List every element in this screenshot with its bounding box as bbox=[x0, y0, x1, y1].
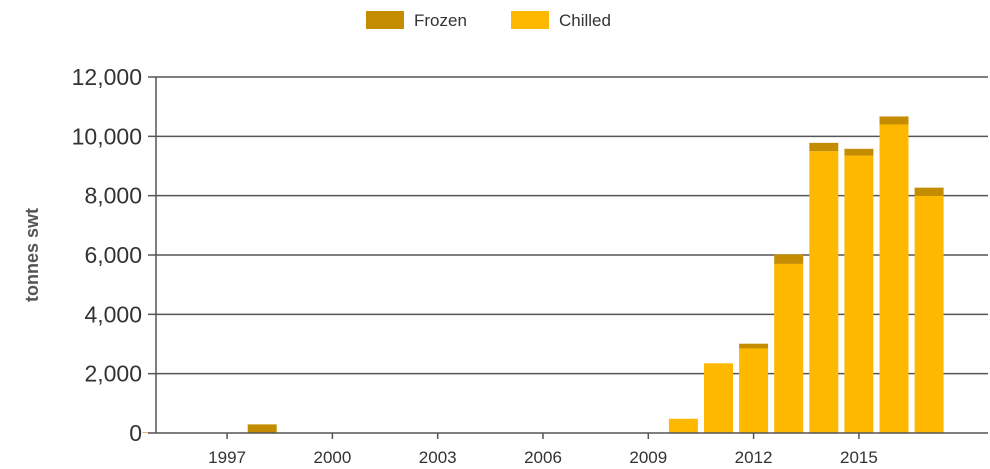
bar-chilled-2014 bbox=[809, 151, 839, 433]
bar-chilled-2011 bbox=[704, 363, 733, 433]
x-tick-label: 2006 bbox=[524, 448, 562, 467]
bar-frozen-2013 bbox=[774, 254, 804, 264]
bar-frozen-2016 bbox=[879, 116, 909, 125]
x-tick-labels: 1997 2000 2003 2006 2009 2012 2015 bbox=[208, 448, 878, 467]
axes bbox=[148, 76, 988, 439]
x-tick-label: 2003 bbox=[419, 448, 457, 467]
x-tick-label: 2000 bbox=[313, 448, 351, 467]
bar-chilled-2013 bbox=[774, 263, 804, 433]
bar-chilled-2010 bbox=[668, 418, 698, 433]
x-tick-label: 2015 bbox=[840, 448, 878, 467]
y-tick-label: 8,000 bbox=[84, 183, 142, 209]
y-tick-label: 4,000 bbox=[84, 301, 142, 327]
x-tick-label: 2012 bbox=[735, 448, 773, 467]
bar-frozen-2014 bbox=[809, 142, 839, 152]
legend-label-chilled: Chilled bbox=[559, 11, 611, 30]
x-tick-label: 2009 bbox=[629, 448, 667, 467]
y-tick-label: 0 bbox=[129, 420, 142, 446]
bar-chilled-2017 bbox=[914, 195, 944, 433]
bar-frozen-2012 bbox=[739, 343, 769, 349]
legend-swatch-chilled bbox=[511, 11, 549, 29]
bars bbox=[142, 116, 944, 433]
legend: Frozen Chilled bbox=[366, 11, 611, 30]
x-tick-label: 1997 bbox=[208, 448, 246, 467]
y-tick-label: 12,000 bbox=[72, 64, 142, 90]
bar-frozen-2015 bbox=[844, 148, 874, 156]
bar-chilled-2012 bbox=[739, 348, 769, 433]
y-tick-label: 6,000 bbox=[84, 242, 142, 268]
y-axis-label: tonnes swt bbox=[22, 208, 42, 302]
y-tick-label: 10,000 bbox=[72, 123, 142, 149]
bar-chilled-2015 bbox=[844, 155, 874, 433]
y-tick-label: 2,000 bbox=[84, 361, 142, 387]
y-tick-labels: 0 2,000 4,000 6,000 8,000 10,000 12,000 bbox=[72, 64, 142, 446]
bar-chilled-2016 bbox=[879, 124, 909, 433]
legend-label-frozen: Frozen bbox=[414, 11, 467, 30]
bar-frozen-2017 bbox=[914, 187, 944, 196]
bar-frozen-1998 bbox=[247, 424, 277, 433]
legend-swatch-frozen bbox=[366, 11, 404, 29]
